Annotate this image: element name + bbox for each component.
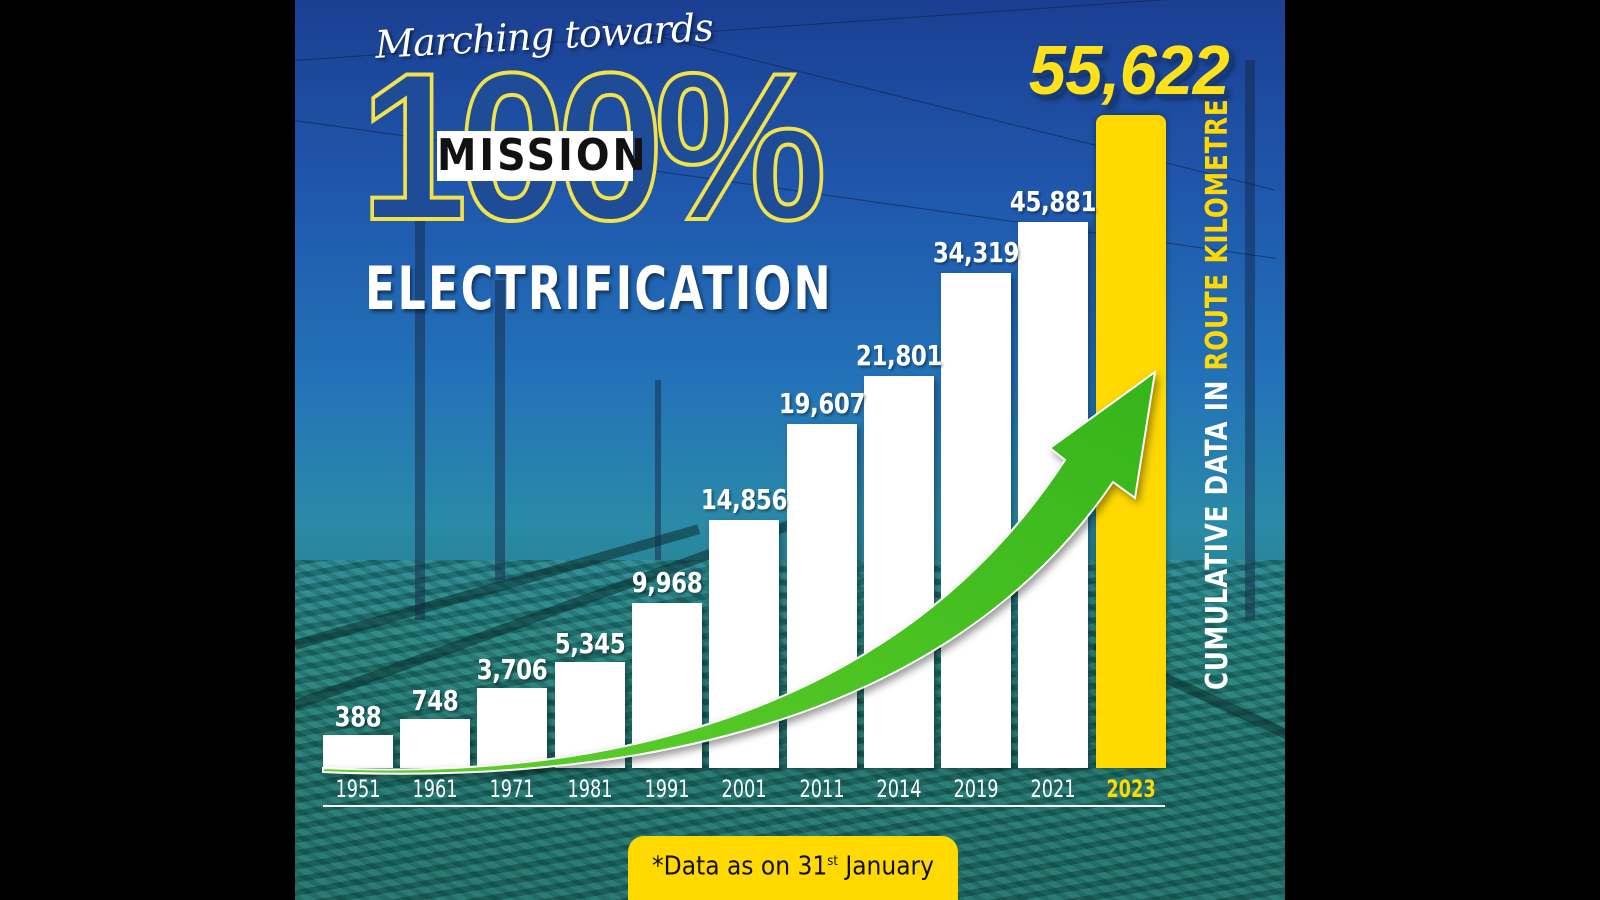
x-tick-1981: 1981 [567,775,613,803]
value-label-1981: 5,345 [554,627,626,660]
mission-label: MISSION [437,130,649,181]
x-tick-1961: 1961 [412,775,458,803]
pylon-decoration [655,380,661,560]
data-date-footnote: *Data as on 31st January 2023 [628,836,958,900]
x-tick-1991: 1991 [644,775,690,803]
pylon-decoration [1245,60,1255,620]
value-label-2023: 55,622 [1028,31,1230,109]
bar-1971 [477,688,547,768]
x-tick-2014: 2014 [876,775,922,803]
footnote-suffix: January 2023 [845,851,934,882]
x-tick-2021: 2021 [1030,775,1076,803]
value-label-1951: 388 [334,700,382,733]
footnote-superscript: st [827,854,838,869]
y-axis-label-prefix: CUMULATIVE DATA IN [1200,370,1235,690]
value-label-2019: 34,319 [932,236,1020,269]
x-tick-2011: 2011 [799,775,845,803]
footnote-prefix: *Data as on 31 [651,851,828,882]
y-axis-label-highlight: ROUTE KILOMETRE [1200,98,1235,371]
electrification-title: ELECTRIFICATION [365,254,833,324]
pylon-decoration [495,280,505,580]
value-label-1961: 748 [411,684,459,717]
value-label-2001: 14,856 [700,483,788,516]
x-tick-1951: 1951 [335,775,381,803]
bar-2014 [864,376,934,768]
value-label-2011: 19,607 [778,387,866,420]
x-tick-2001: 2001 [721,775,767,803]
x-tick-1971: 1971 [489,775,535,803]
growth-arrow-icon [322,369,1157,775]
infographic-poster: Marching towards 100% MISSION ELECTRIFIC… [295,0,1285,900]
value-label-2014: 21,801 [855,339,943,372]
pylon-decoration [415,180,425,620]
x-axis-line [323,805,1165,807]
x-tick-2019: 2019 [953,775,999,803]
y-axis-label: CUMULATIVE DATA IN ROUTE KILOMETRE [1200,0,1235,690]
bar-1951 [323,735,393,768]
bar-chart: 388 748 3,706 5,345 9,968 14,856 19,607 … [295,0,1285,900]
x-tick-2023: 2023 [1106,775,1156,803]
value-label-2021: 45,881 [1009,185,1097,218]
value-label-1971: 3,706 [476,653,548,686]
value-label-1991: 9,968 [631,566,703,599]
bar-2019 [941,273,1011,768]
bar-1961 [400,719,470,768]
